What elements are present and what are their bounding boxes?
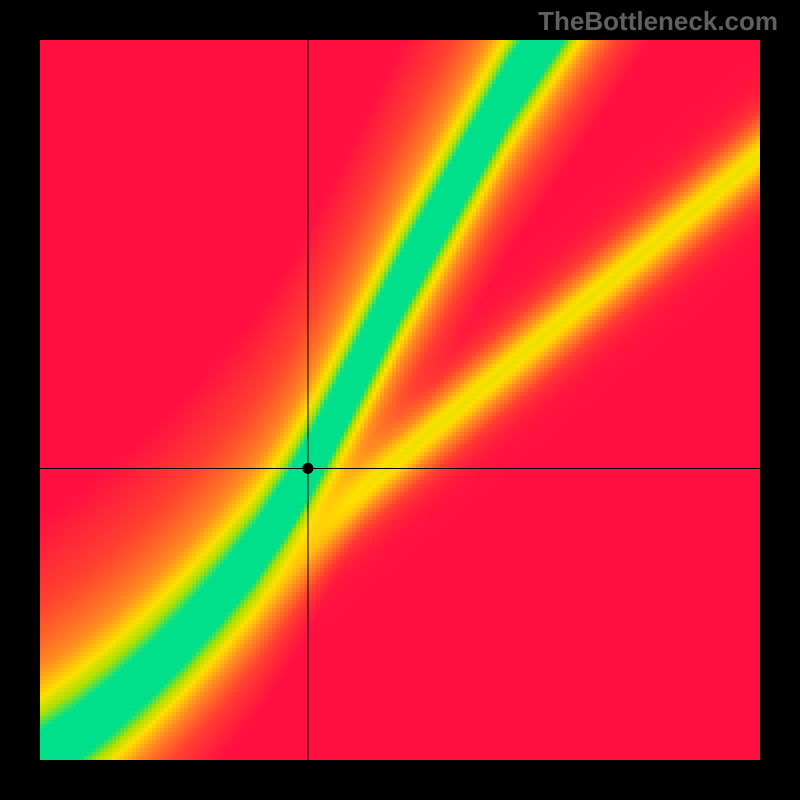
crosshair-marker xyxy=(302,463,313,474)
crosshair-overlay xyxy=(40,40,760,760)
watermark-text: TheBottleneck.com xyxy=(538,6,778,37)
